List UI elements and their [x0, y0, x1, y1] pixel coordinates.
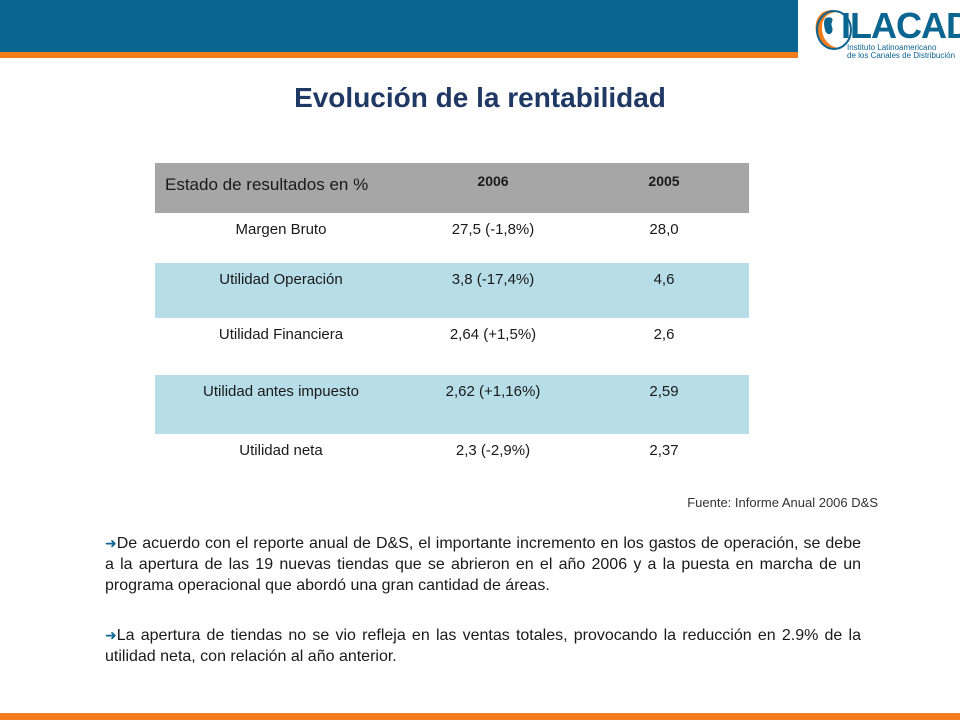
- table-header-2006: 2006: [477, 173, 509, 189]
- arrow-right-icon: ➜: [105, 627, 117, 643]
- row-value-2005: 2,37: [649, 442, 679, 459]
- header-bar: [0, 0, 798, 52]
- logo-subtitle-line1: Instituto Latinoamericano: [847, 43, 937, 52]
- row-value-2005: 2,6: [653, 326, 675, 343]
- bullet-paragraph-2: ➜La apertura de tiendas no se vio reflej…: [105, 625, 861, 667]
- row-value-2005: 28,0: [649, 221, 679, 238]
- row-label: Utilidad neta: [239, 442, 323, 459]
- bullet-text: La apertura de tiendas no se vio refleja…: [105, 627, 861, 665]
- row-value-2006: 2,62 (+1,16%): [445, 383, 541, 400]
- row-label: Margen Bruto: [235, 221, 327, 238]
- logo-subtitle-line2: de los Canales de Distribución: [847, 51, 956, 60]
- table-row: Utilidad neta 2,3 (-2,9%) 2,37: [155, 434, 749, 474]
- row-value-2006: 3,8 (-17,4%): [451, 271, 535, 288]
- page-title: Evolución de la rentabilidad: [294, 82, 666, 113]
- table-row: Utilidad antes impuesto 2,62 (+1,16%) 2,…: [155, 375, 749, 434]
- table-row: Utilidad Financiera 2,64 (+1,5%) 2,6: [155, 318, 749, 375]
- bullet-text: De acuerdo con el reporte anual de D&S, …: [105, 535, 861, 594]
- logo-wordmark: ILACAD: [841, 5, 960, 46]
- ilacad-logo: ILACAD Instituto Latinoamericano de los …: [808, 4, 960, 60]
- header-accent-line: [0, 52, 798, 58]
- bullet-paragraph-1: ➜De acuerdo con el reporte anual de D&S,…: [105, 533, 861, 596]
- table-row: Utilidad Operación 3,8 (-17,4%) 4,6: [155, 263, 749, 318]
- row-value-2005: 4,6: [653, 271, 675, 288]
- table-header-2005: 2005: [648, 173, 680, 189]
- source-note: Fuente: Informe Anual 2006 D&S: [687, 495, 878, 510]
- table-header-label: Estado de resultados en %: [165, 175, 369, 194]
- row-label: Utilidad Operación: [219, 271, 343, 288]
- arrow-right-icon: ➜: [105, 535, 117, 551]
- row-value-2006: 2,64 (+1,5%): [449, 326, 537, 343]
- footer-accent-line: [0, 713, 960, 720]
- results-table: Estado de resultados en % 2006 2005 Marg…: [155, 163, 749, 474]
- globe-icon: [815, 10, 852, 50]
- table-row: Margen Bruto 27,5 (-1,8%) 28,0: [155, 213, 749, 263]
- row-label: Utilidad antes impuesto: [203, 383, 359, 400]
- table-header-row: Estado de resultados en % 2006 2005: [155, 163, 749, 213]
- row-value-2006: 2,3 (-2,9%): [455, 442, 531, 459]
- logo-subtitle: Instituto Latinoamericano de los Canales…: [847, 44, 955, 60]
- row-value-2006: 27,5 (-1,8%): [451, 221, 535, 238]
- row-label: Utilidad Financiera: [218, 326, 344, 343]
- row-value-2005: 2,59: [649, 383, 679, 400]
